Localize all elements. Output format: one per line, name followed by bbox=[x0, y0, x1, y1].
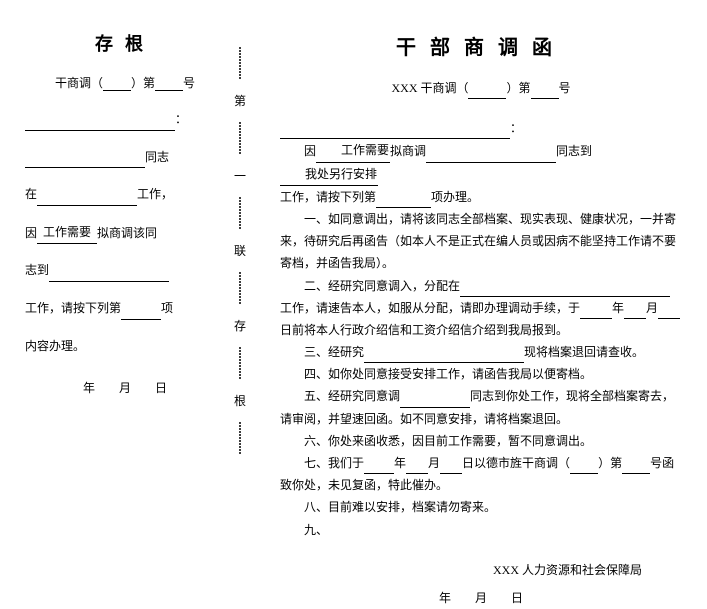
dots-icon bbox=[239, 122, 241, 154]
stub-num-prefix: 干商调（ bbox=[55, 76, 103, 90]
p3b: 现将档案退回请查收。 bbox=[524, 345, 644, 359]
l2-text: 工作，请按下列第 bbox=[280, 190, 376, 204]
letter-num-blank1 bbox=[468, 98, 506, 99]
stub-num-suffix: 号 bbox=[183, 76, 195, 90]
div-char-1: 第 bbox=[234, 92, 246, 109]
colon-text: ： bbox=[175, 112, 187, 126]
stub-comrade-row: 同志 bbox=[25, 147, 225, 169]
signature: XXX 人力资源和社会保障局 bbox=[280, 559, 682, 581]
l1-b: 拟商调 bbox=[390, 144, 426, 158]
p5a: 五、经研究同意调 bbox=[304, 389, 400, 403]
stub-at-blank bbox=[37, 205, 137, 206]
stub-work-row: 工作，请按下列第 项 bbox=[25, 298, 225, 320]
stub-addressee-blank bbox=[25, 130, 175, 131]
item-3: 三、经研究 现将档案退回请查收。 bbox=[280, 341, 682, 363]
item-9: 九、 bbox=[280, 519, 682, 541]
stub-at-row: 在 工作， bbox=[25, 184, 225, 206]
p7-year bbox=[364, 473, 394, 474]
at-prefix: 在 bbox=[25, 187, 37, 201]
l1-dest-blank: 我处另行安排 bbox=[280, 163, 378, 186]
div-char-5: 根 bbox=[234, 392, 246, 409]
dots-icon bbox=[239, 47, 241, 79]
letter-num-prefix: XXX 干商调（ bbox=[391, 81, 468, 95]
p7c: 月 bbox=[428, 456, 440, 470]
p2e: 日前将本人行政介绍信和工资介绍信介绍到我局报到。 bbox=[280, 323, 568, 337]
stub-reason-blank: 工作需要 bbox=[37, 222, 97, 245]
stub-title: 存根 bbox=[25, 30, 225, 56]
dots-icon bbox=[239, 197, 241, 229]
letter-line2: 工作，请按下列第 项办理。 bbox=[280, 186, 682, 208]
stub-num-blank2 bbox=[155, 90, 183, 91]
p2-blank1 bbox=[460, 296, 670, 297]
stub-addressee-row: ： bbox=[25, 109, 225, 131]
p7d: 日以德市旌干商调（ bbox=[462, 456, 570, 470]
letter-panel: 干部商调函 XXX 干商调（ ）第 号 ： 因工作需要拟商调 同志到我处另行安排 工作… bbox=[255, 30, 682, 470]
item-6: 六、你处来函收悉，因目前工作需要，暂不同意调出。 bbox=[280, 430, 682, 452]
perforation-divider: 第 一 联 存 根 bbox=[225, 30, 255, 470]
p2-month bbox=[624, 318, 646, 319]
stub-num-mid: ）第 bbox=[131, 76, 155, 90]
div-char-2: 一 bbox=[234, 167, 246, 184]
l2-suffix: 项办理。 bbox=[431, 190, 479, 204]
p2-year bbox=[580, 318, 612, 319]
stub-panel: 存根 干商调（ ）第 号 ： 同志 在 工作， 因工作需要拟商调该同 志到 工作，请按… bbox=[25, 30, 225, 470]
p7-day bbox=[440, 473, 462, 474]
letter-addressee-row: ： bbox=[280, 117, 682, 139]
at-suffix: 工作， bbox=[137, 187, 173, 201]
p7e: ）第 bbox=[598, 456, 622, 470]
letter-title: 干部商调函 bbox=[280, 30, 682, 67]
item-1: 一、如同意调出，请将该同志全部档案、现实表现、健康状况，一并寄来，待研究后再函告… bbox=[280, 208, 682, 275]
letter-docnum: XXX 干商调（ ）第 号 bbox=[280, 77, 682, 99]
dots-icon bbox=[239, 422, 241, 454]
p7-month bbox=[406, 473, 428, 474]
letter-num-suffix: 号 bbox=[559, 81, 571, 95]
letter-date: 年 月 日 bbox=[280, 587, 682, 609]
work-prefix: 工作，请按下列第 bbox=[25, 301, 121, 315]
reason-prefix: 因 bbox=[25, 226, 37, 240]
p2c: 年 bbox=[612, 301, 624, 315]
letter-num-blank2 bbox=[531, 98, 559, 99]
p7b: 年 bbox=[394, 456, 406, 470]
letter-line1: 因工作需要拟商调 同志到我处另行安排 bbox=[280, 139, 682, 185]
zhi-prefix: 志到 bbox=[25, 263, 49, 277]
stub-zhi-blank bbox=[49, 281, 169, 282]
reason-suffix: 拟商调该同 bbox=[97, 226, 157, 240]
p2d: 月 bbox=[646, 301, 658, 315]
stub-num-blank1 bbox=[103, 90, 131, 91]
item-4: 四、如你处同意接受安排工作，请函告我局以便寄档。 bbox=[280, 363, 682, 385]
colon-text: ： bbox=[510, 121, 522, 135]
div-char-3: 联 bbox=[234, 242, 246, 259]
item-5: 五、经研究同意调同志到你处工作，现将全部档案寄去，请审阅，并望速回函。如不同意安… bbox=[280, 385, 682, 429]
div-char-4: 存 bbox=[234, 317, 246, 334]
stub-docnum: 干商调（ ）第 号 bbox=[25, 74, 225, 91]
stub-date: 年 月 日 bbox=[25, 379, 225, 396]
l1-name-blank bbox=[426, 162, 556, 163]
l1-a: 因 bbox=[304, 144, 316, 158]
p7-blank1 bbox=[570, 473, 598, 474]
comrade-text: 同志 bbox=[145, 150, 169, 164]
p5-blank bbox=[400, 407, 470, 408]
letter-num-mid: ）第 bbox=[506, 81, 530, 95]
stub-zhi-row: 志到 bbox=[25, 260, 225, 282]
item-7: 七、我们于年月日以德市旌干商调（）第号函致你处，未见复函，特此催办。 bbox=[280, 452, 682, 496]
stub-reason-row: 因工作需要拟商调该同 bbox=[25, 222, 225, 245]
stub-comrade-blank bbox=[25, 167, 145, 168]
p2-day bbox=[658, 318, 680, 319]
p2a: 二、经研究同意调入，分配在 bbox=[304, 279, 460, 293]
stub-work-blank bbox=[121, 319, 161, 320]
stub-content: 内容办理。 bbox=[25, 336, 225, 358]
dots-icon bbox=[239, 272, 241, 304]
dots-icon bbox=[239, 347, 241, 379]
p3a: 三、经研究 bbox=[304, 345, 364, 359]
p2b: 工作，请速告本人，如服从分配，请即办理调动手续，于 bbox=[280, 301, 580, 315]
p7-blank2 bbox=[622, 473, 650, 474]
item-2: 二、经研究同意调入，分配在工作，请速告本人，如服从分配，请即办理调动手续，于 年 月… bbox=[280, 275, 682, 342]
work-suffix: 项 bbox=[161, 301, 173, 315]
l1-c: 同志到 bbox=[556, 144, 592, 158]
l1-reason-blank: 工作需要 bbox=[316, 139, 390, 162]
p7a: 七、我们于 bbox=[304, 456, 364, 470]
